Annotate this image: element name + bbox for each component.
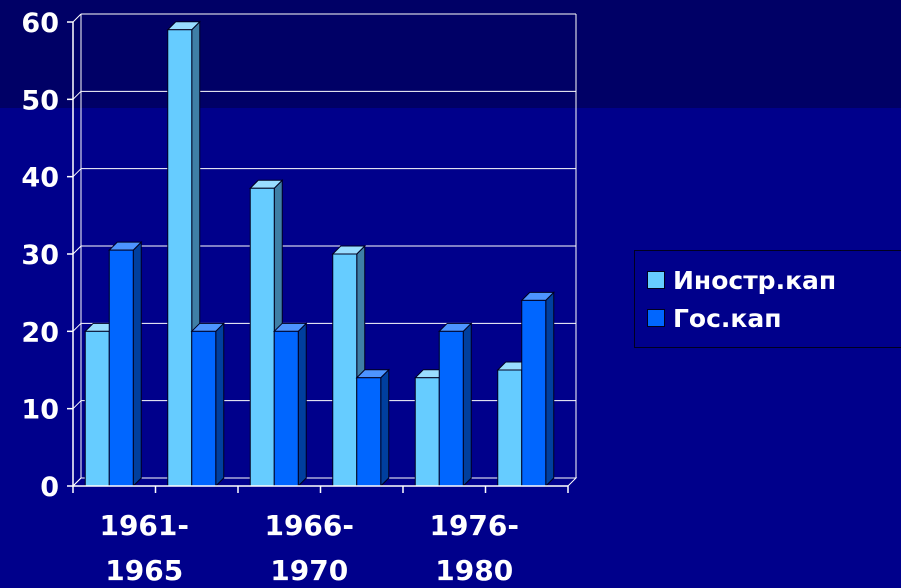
bar-state-capital-3 bbox=[273, 322, 308, 488]
gridline-side-30 bbox=[72, 245, 82, 255]
x-category-label-3-line2: 1980 bbox=[435, 554, 513, 587]
y-tick-label-40: 40 bbox=[21, 163, 59, 194]
x-category-label-1-line1: 1961- bbox=[99, 509, 189, 542]
legend-label-state-capital: Гос.кап bbox=[673, 303, 782, 333]
legend-swatch-foreign-capital bbox=[647, 271, 665, 289]
bar-front bbox=[497, 369, 523, 487]
gridline-side-40 bbox=[72, 168, 82, 178]
y-tick-label-0: 0 bbox=[40, 472, 59, 503]
bar-front bbox=[249, 187, 275, 487]
legend: Иностр.кап Гос.кап bbox=[634, 250, 901, 348]
top-band bbox=[0, 0, 901, 108]
gridline-side-10 bbox=[72, 400, 82, 410]
bar-state-capital-5 bbox=[438, 322, 473, 488]
legend-swatch-state-capital bbox=[647, 309, 665, 327]
bar-side bbox=[462, 322, 472, 488]
bar-side bbox=[215, 322, 225, 488]
bar-state-capital-6 bbox=[520, 291, 555, 488]
x-category-label-2-line1: 1966- bbox=[264, 509, 354, 542]
legend-entry-foreign-capital: Иностр.кап bbox=[647, 261, 901, 299]
bar-side bbox=[132, 240, 142, 488]
bar-front bbox=[438, 330, 464, 487]
y-tick-label-20: 20 bbox=[21, 317, 59, 348]
gridline-side-20 bbox=[72, 322, 82, 332]
y-tick-label-30: 30 bbox=[21, 240, 59, 271]
y-tick-label-10: 10 bbox=[21, 395, 59, 426]
legend-label-foreign-capital: Иностр.кап bbox=[673, 265, 837, 295]
bar-side bbox=[545, 291, 555, 488]
bar-side bbox=[297, 322, 307, 488]
bar-front bbox=[332, 253, 358, 487]
bar-front bbox=[273, 330, 299, 487]
bar-side bbox=[380, 368, 390, 488]
bar-front bbox=[84, 330, 110, 487]
bar-front bbox=[191, 330, 217, 487]
bar-front bbox=[521, 299, 547, 487]
x-category-label-2-line2: 1970 bbox=[270, 554, 348, 587]
bar-state-capital-1 bbox=[108, 240, 143, 488]
bar-front bbox=[167, 29, 193, 487]
x-category-label-1-line2: 1965 bbox=[105, 554, 183, 587]
label-layer: 0 10 20 30 40 50 60 1961- 1965 1966- 1970 1976- 1980 bbox=[21, 8, 519, 587]
axis-layer bbox=[67, 21, 569, 493]
bar-layer bbox=[84, 20, 555, 488]
legend-entry-state-capital: Гос.кап bbox=[647, 299, 901, 337]
y-tick-label-60: 60 bbox=[21, 8, 59, 39]
bar-state-capital-2 bbox=[190, 322, 225, 488]
x-category-label-3-line1: 1976- bbox=[429, 509, 519, 542]
bar-front bbox=[414, 377, 440, 487]
bar-front bbox=[108, 249, 134, 487]
gridline-side-60 bbox=[72, 13, 82, 23]
bar-front bbox=[356, 377, 382, 487]
bar-state-capital-4 bbox=[355, 368, 390, 488]
gridline-side-0 bbox=[72, 477, 82, 487]
grid-layer bbox=[71, 13, 578, 487]
gridline-side-50 bbox=[72, 90, 82, 100]
y-tick-label-50: 50 bbox=[21, 85, 59, 116]
